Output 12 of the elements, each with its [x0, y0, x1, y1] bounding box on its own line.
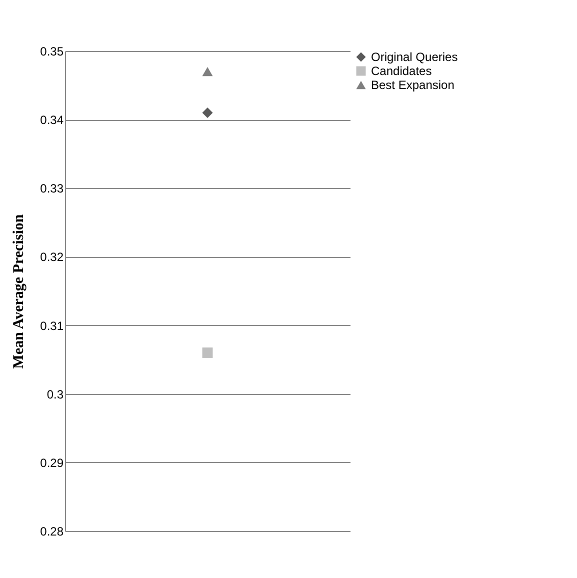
y-tick-label: 0.31	[40, 318, 64, 333]
y-tick-label: 0.33	[40, 182, 64, 196]
y-tick-label: 0.35	[40, 44, 64, 58]
y-tick-label: 0.28	[40, 524, 64, 538]
legend-label: Best Expansion	[371, 78, 454, 92]
y-tick-label: 0.32	[40, 250, 64, 264]
y-tick-label: 0.34	[40, 113, 64, 128]
y-tick-label: 0.29	[40, 456, 64, 470]
y-tick-label: 0.3	[46, 387, 64, 402]
legend-label: Original Queries	[371, 50, 458, 64]
legend-label: Candidates	[371, 64, 432, 78]
y-axis-title: Mean Average Precision	[11, 214, 28, 369]
